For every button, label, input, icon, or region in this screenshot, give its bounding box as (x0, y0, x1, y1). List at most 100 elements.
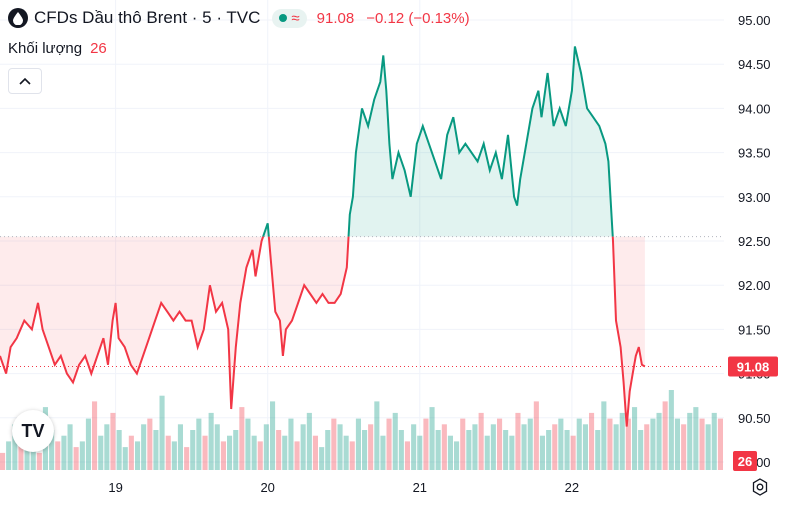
volume-bar (49, 430, 55, 470)
price-line-above (262, 46, 614, 237)
last-price: 91.08 (316, 9, 355, 27)
market-status-badge[interactable]: ≈ (272, 8, 307, 28)
volume-bar (398, 430, 404, 470)
volume-bar (515, 412, 521, 470)
volume-bar (141, 424, 147, 470)
volume-bar (325, 430, 331, 470)
volume-bar (644, 424, 650, 470)
volume-bar (441, 424, 447, 470)
volume-bar (546, 430, 552, 470)
volume-bar (196, 418, 202, 470)
volume-bar (0, 452, 6, 470)
volume-bar (595, 430, 601, 470)
volume-bar (220, 441, 226, 470)
area-fill-above (0, 46, 645, 237)
volume-bar (699, 418, 705, 470)
volume-bar (159, 395, 165, 470)
volume-bar (12, 424, 18, 470)
current-volume-tag (733, 451, 757, 471)
volume-bar (92, 401, 98, 470)
x-tick-label: 19 (108, 480, 122, 495)
volume-bar (662, 401, 668, 470)
volume-bar (79, 441, 85, 470)
tradingview-logo[interactable]: TV (12, 410, 54, 452)
volume-bar (564, 430, 570, 470)
current-volume-tag-text: 26 (738, 454, 752, 469)
logo-text: TV (21, 420, 45, 441)
approx-icon: ≈ (291, 9, 300, 27)
x-tick-label: 21 (413, 480, 427, 495)
volume-bar (276, 430, 282, 470)
volume-bar (472, 424, 478, 470)
volume-bar (36, 452, 42, 470)
volume-bar (245, 418, 251, 470)
volume-bar (601, 401, 607, 470)
volume-bar (717, 418, 723, 470)
volume-bar (306, 412, 312, 470)
volume-bar (153, 430, 159, 470)
volume-bar (423, 418, 429, 470)
volume-bar (681, 424, 687, 470)
chevron-up-icon (19, 77, 31, 85)
volume-bar (497, 418, 503, 470)
volume-bar (30, 447, 36, 470)
volume-bar (135, 441, 141, 470)
volume-bar (343, 435, 349, 470)
volume-bar (650, 418, 656, 470)
volume-bar (509, 435, 515, 470)
volume-bar (98, 435, 104, 470)
y-tick-label: 92.50 (738, 234, 771, 249)
volume-bar (362, 430, 368, 470)
volume-bar (251, 435, 257, 470)
volume-bar (18, 435, 24, 470)
volume-bar (73, 447, 79, 470)
volume-bar (128, 435, 134, 470)
volume-bar (202, 435, 208, 470)
volume-bar (503, 430, 509, 470)
volume-bar (380, 435, 386, 470)
volume-bar (233, 430, 239, 470)
collapse-legend-button[interactable] (8, 68, 42, 94)
volume-bar (214, 424, 220, 470)
volume-bar (312, 435, 318, 470)
volume-bar (533, 401, 539, 470)
x-tick-label: 22 (565, 480, 579, 495)
chart-header: CFDs Dầu thô Brent · 5 · TVC ≈ 91.08 −0.… (8, 8, 470, 28)
volume-bar (374, 401, 380, 470)
volume-bar (693, 407, 699, 470)
volume-bar (177, 424, 183, 470)
volume-legend[interactable]: Khối lượng 26 (8, 40, 107, 57)
volume-bar (619, 412, 625, 470)
volume-bar (55, 441, 61, 470)
volume-bar (368, 424, 374, 470)
volume-bar (319, 447, 325, 470)
price-change: −0.12 (−0.13%) (366, 9, 470, 27)
volume-bar (392, 412, 398, 470)
volume-label: Khối lượng (8, 40, 83, 57)
volume-bar (539, 435, 545, 470)
volume-bar (239, 407, 245, 470)
volume-bar (582, 424, 588, 470)
volume-bar (349, 441, 355, 470)
volume-bar (190, 430, 196, 470)
y-tick-label: 93.00 (738, 190, 771, 205)
volume-bar (411, 424, 417, 470)
volume-bar (668, 390, 674, 470)
volume-bar (638, 430, 644, 470)
volume-bar (165, 435, 171, 470)
volume-bar (331, 418, 337, 470)
volume-bar (490, 424, 496, 470)
volume-bar (282, 435, 288, 470)
volume-bar (404, 441, 410, 470)
volume-bar (687, 412, 693, 470)
volume-bar (705, 424, 711, 470)
volume-bar (454, 441, 460, 470)
volume-bar (337, 424, 343, 470)
settings-gear-icon[interactable] (751, 478, 769, 496)
volume-bar (429, 407, 435, 470)
symbol-title[interactable]: CFDs Dầu thô Brent · 5 · TVC (34, 8, 261, 27)
volume-bar (527, 418, 533, 470)
y-tick-label: 95.00 (738, 13, 771, 28)
volume-bar (288, 418, 294, 470)
